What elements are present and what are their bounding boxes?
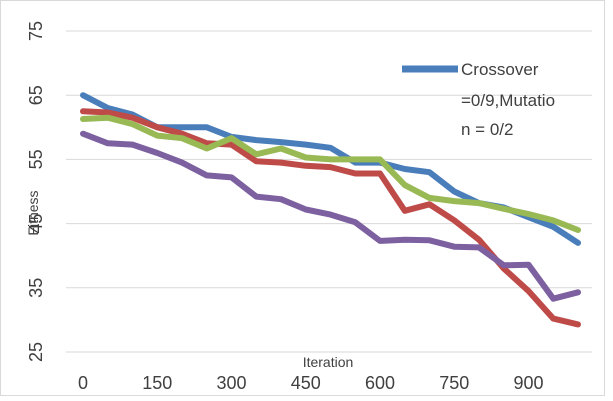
gridlines (66, 30, 592, 353)
x-tick-label: 300 (216, 373, 246, 393)
y-axis-tick-labels: 25 35 45 55 65 75 (26, 21, 46, 362)
series-lines (80, 92, 581, 328)
x-axis-title: Iteration (303, 354, 354, 370)
legend-label-line-3: n = 0/2 (461, 120, 513, 139)
legend: Crossover =0/9,Mutatio n = 0/2 (402, 60, 555, 139)
legend-label-line-1: Crossover (461, 60, 539, 79)
series-line-4 (80, 130, 581, 302)
y-tick-label: 35 (26, 278, 46, 298)
y-axis-title: Fitness (25, 190, 41, 235)
x-tick-label: 0 (78, 373, 88, 393)
y-tick-label: 45 (26, 214, 46, 234)
series-line-3 (80, 114, 581, 233)
chart-border (0, 0, 605, 396)
y-tick-label: 75 (26, 21, 46, 41)
legend-label-line-2: =0/9,Mutatio (461, 91, 555, 110)
x-tick-label: 150 (142, 373, 172, 393)
x-tick-label: 750 (439, 373, 469, 393)
x-tick-label: 450 (291, 373, 321, 393)
y-tick-label: 25 (26, 342, 46, 362)
y-tick-label: 65 (26, 85, 46, 105)
x-axis-tick-labels: 0 150 300 450 600 750 900 (78, 373, 544, 393)
y-tick-label: 55 (26, 149, 46, 169)
x-tick-label: 900 (513, 373, 543, 393)
x-tick-label: 600 (365, 373, 395, 393)
